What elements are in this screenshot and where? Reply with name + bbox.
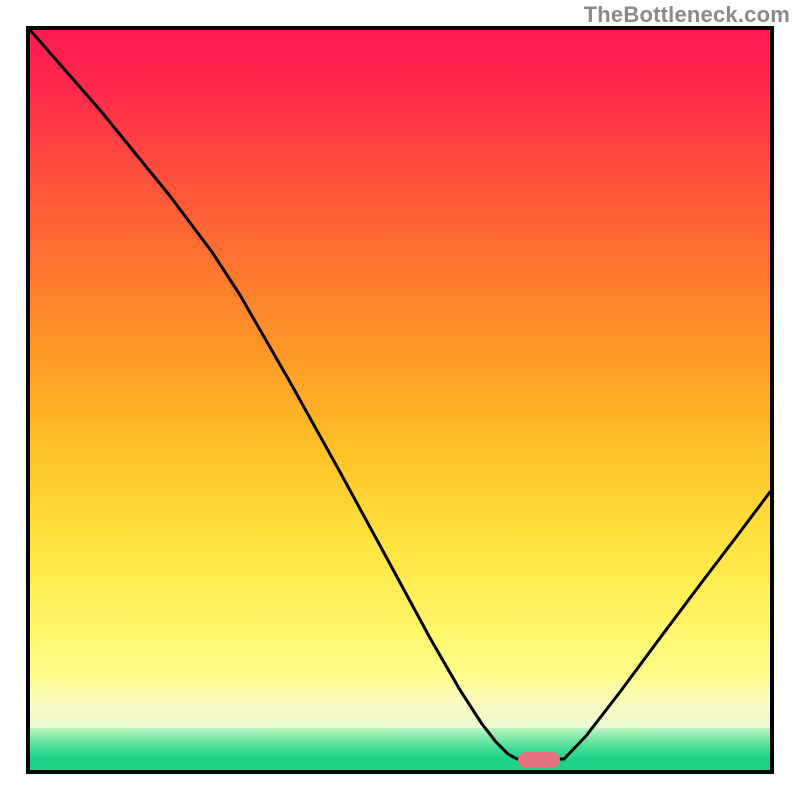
optimal-marker — [518, 752, 560, 768]
chart-plot-area — [26, 26, 774, 774]
bottleneck-curve — [30, 30, 770, 770]
watermark-text: TheBottleneck.com — [584, 2, 790, 28]
